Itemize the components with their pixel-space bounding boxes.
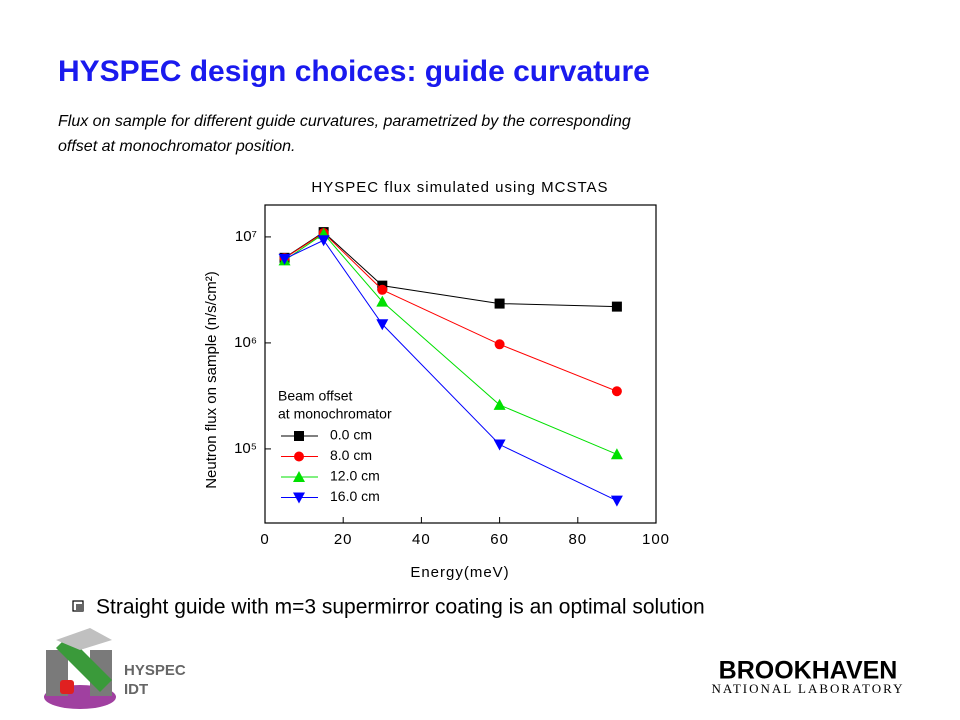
legend-marker	[293, 492, 305, 504]
subtitle-line: Flux on sample for different guide curva…	[58, 113, 631, 130]
x-tick-label: 80	[568, 531, 587, 548]
data-point	[494, 298, 505, 309]
y-tick-label: 10⁶	[234, 334, 257, 351]
data-point	[377, 284, 388, 295]
legend-marker	[294, 431, 304, 441]
legend-title: at monochromator	[278, 406, 392, 422]
data-point	[611, 386, 622, 397]
legend-title: Beam offset	[278, 388, 353, 404]
slide-title: HYSPEC design choices: guide curvature	[58, 55, 650, 88]
series-line	[284, 232, 618, 392]
x-tick-label: 20	[334, 531, 353, 548]
legend-marker	[294, 451, 304, 462]
data-point	[376, 319, 389, 331]
data-point	[610, 495, 623, 507]
data-point	[494, 339, 505, 350]
logo-text: IDT	[124, 681, 148, 698]
x-tick-label: 0	[260, 531, 269, 548]
data-point	[376, 295, 389, 307]
y-axis-label: Neutron flux on sample (n/s/cm²)	[203, 271, 220, 489]
legend-label: 12.0 cm	[330, 468, 380, 484]
logo-text: HYSPEC	[124, 662, 186, 679]
y-tick-label: 10⁵	[234, 440, 257, 457]
data-point	[493, 398, 506, 410]
x-axis-label: Energy(meV)	[410, 564, 509, 581]
brand-name: BROOKHAVEN	[719, 657, 898, 685]
x-tick-label: 60	[490, 531, 509, 548]
data-point	[278, 253, 291, 265]
legend-label: 8.0 cm	[330, 447, 372, 463]
legend-label: 16.0 cm	[330, 488, 380, 504]
data-point	[610, 448, 623, 460]
x-tick-label: 100	[642, 531, 670, 548]
x-tick-label: 40	[412, 531, 431, 548]
bullet-icon	[76, 604, 83, 611]
plot-frame	[264, 204, 657, 524]
legend-label: 0.0 cm	[330, 427, 372, 443]
legend-marker	[293, 471, 305, 482]
bullet-text: Straight guide with m=3 supermirror coat…	[96, 596, 705, 619]
subtitle-line: offset at monochromator position.	[58, 138, 295, 155]
data-point	[317, 235, 330, 247]
logo-graphic	[44, 628, 116, 709]
data-point	[611, 301, 622, 312]
data-point	[493, 439, 506, 451]
y-tick-label: 10⁷	[235, 228, 257, 245]
brand-sub: NATIONAL LABORATORY	[712, 681, 905, 696]
chart-title: HYSPEC flux simulated using MCSTAS	[311, 179, 608, 196]
